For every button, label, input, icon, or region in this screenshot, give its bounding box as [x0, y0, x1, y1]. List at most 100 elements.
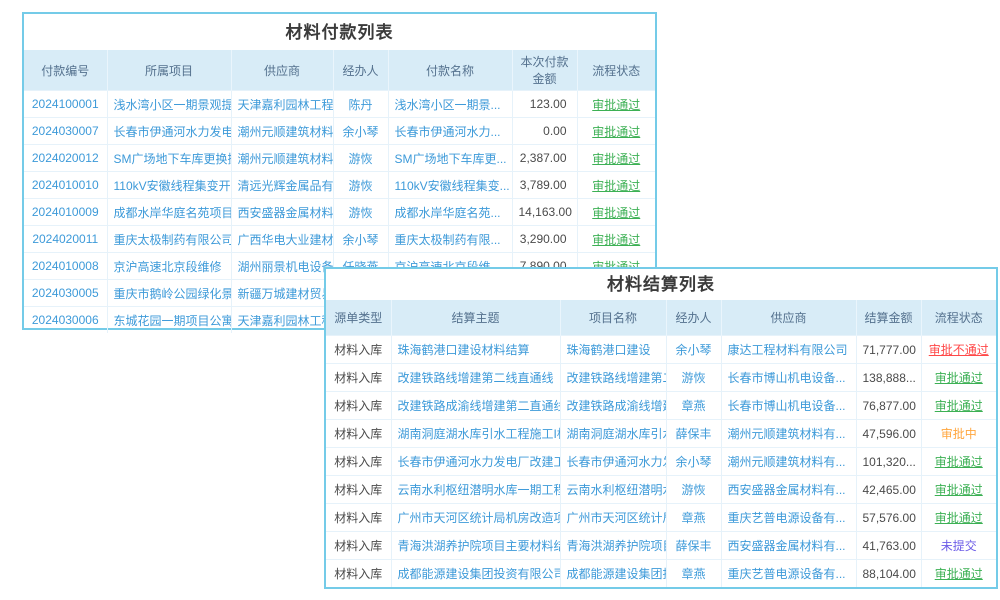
cell-payment-no[interactable]: 2024010008 [24, 252, 107, 280]
cell-supplier[interactable]: 西安盛器金属材料有... [720, 531, 856, 560]
cell-status[interactable]: 审批通过 [576, 144, 655, 172]
cell-source-type: 材料入库 [326, 363, 391, 392]
cell-payment-name[interactable]: 长春市伊通河水力... [387, 117, 512, 145]
cell-settlement-subject[interactable]: 湖南洞庭湖水库引水工程施工I标材... [390, 419, 560, 448]
cell-status[interactable]: 审批通过 [576, 90, 655, 118]
cell-project-name[interactable]: 云南水利枢纽潜明水库一... [559, 475, 666, 504]
cell-status[interactable]: 审批通过 [920, 559, 996, 587]
cell-project-name[interactable]: 湖南洞庭湖水库引水工程... [559, 419, 666, 448]
cell-supplier[interactable]: 长春市博山机电设备... [720, 363, 856, 392]
cell-status[interactable]: 审批通过 [576, 198, 655, 226]
cell-handler[interactable]: 游恢 [665, 363, 721, 392]
cell-project-name[interactable]: 改建铁路线增建第二线直... [559, 363, 666, 392]
cell-status[interactable]: 审批通过 [576, 171, 655, 199]
cell-handler[interactable]: 游恢 [332, 144, 388, 172]
cell-handler[interactable]: 游恢 [665, 475, 721, 504]
cell-handler[interactable]: 余小琴 [665, 335, 721, 364]
table-row: 材料入库长春市伊通河水力发电厂改建工程...长春市伊通河水力发电厂...余小琴潮… [326, 447, 996, 476]
cell-payment-name[interactable]: SM广场地下车库更... [387, 144, 512, 172]
cell-handler[interactable]: 陈丹 [332, 90, 388, 118]
cell-amount: 3,290.00 [511, 225, 577, 253]
cell-amount: 3,789.00 [511, 171, 577, 199]
cell-payment-no[interactable]: 2024100001 [24, 90, 107, 118]
cell-handler[interactable]: 游恢 [332, 198, 388, 226]
cell-handler[interactable]: 章燕 [665, 391, 721, 420]
cell-supplier[interactable]: 重庆艺普电源设备有... [720, 559, 856, 587]
cell-status[interactable]: 审批中 [920, 419, 996, 448]
cell-supplier[interactable]: 天津嘉利园林工程有限... [230, 90, 333, 118]
cell-status[interactable]: 审批通过 [920, 475, 996, 504]
cell-handler[interactable]: 余小琴 [665, 447, 721, 476]
cell-supplier[interactable]: 潮州元顺建筑材料有... [720, 419, 856, 448]
cell-status[interactable]: 审批通过 [920, 447, 996, 476]
cell-status[interactable]: 审批通过 [920, 503, 996, 532]
cell-project[interactable]: 110kV安徽线程集变开断... [106, 171, 231, 199]
cell-supplier[interactable]: 广西华电大业建材有限... [230, 225, 333, 253]
cell-status[interactable]: 审批通过 [576, 117, 655, 145]
cell-supplier[interactable]: 天津嘉利园林工程有... [230, 306, 333, 333]
cell-payment-no[interactable]: 2024030007 [24, 117, 107, 145]
cell-project[interactable]: 重庆市鹅岭公园绿化景... [106, 279, 231, 307]
cell-handler[interactable]: 章燕 [665, 559, 721, 587]
cell-payment-name[interactable]: 重庆太极制药有限... [387, 225, 512, 253]
cell-status[interactable]: 审批通过 [920, 391, 996, 420]
cell-supplier[interactable]: 潮州元顺建筑材料有限... [230, 117, 333, 145]
cell-supplier[interactable]: 新疆万城建材贸易有... [230, 279, 333, 307]
cell-payment-no[interactable]: 2024010010 [24, 171, 107, 199]
cell-handler[interactable]: 余小琴 [332, 117, 388, 145]
col-status: 流程状态 [920, 300, 996, 336]
payment-table-panel: 材料付款列表 付款编号 所属项目 供应商 经办人 付款名称 本次付款金额 流程状态 20241… [22, 12, 657, 333]
cell-handler[interactable]: 薛保丰 [665, 531, 721, 560]
cell-payment-no[interactable]: 2024030006 [24, 306, 107, 333]
cell-settlement-subject[interactable]: 珠海鹤港口建设材料结算 [390, 335, 560, 364]
cell-handler[interactable]: 薛保丰 [665, 419, 721, 448]
cell-payment-no[interactable]: 2024020012 [24, 144, 107, 172]
cell-settlement-subject[interactable]: 改建铁路成渝线增建第二直通线（... [390, 391, 560, 420]
cell-supplier[interactable]: 康达工程材料有限公司 [720, 335, 856, 364]
cell-status[interactable]: 未提交 [920, 531, 996, 560]
cell-settlement-subject[interactable]: 成都能源建设集团投资有限公司临... [390, 559, 560, 587]
col-payment-name: 付款名称 [387, 50, 512, 91]
cell-status[interactable]: 审批不通过 [920, 335, 996, 364]
cell-supplier[interactable]: 长春市博山机电设备... [720, 391, 856, 420]
cell-settlement-subject[interactable]: 长春市伊通河水力发电厂改建工程... [390, 447, 560, 476]
cell-supplier[interactable]: 西安盛器金属材料有限... [230, 198, 333, 226]
cell-project-name[interactable]: 珠海鹤港口建设 [559, 335, 666, 364]
cell-payment-no[interactable]: 2024010009 [24, 198, 107, 226]
cell-settlement-subject[interactable]: 改建铁路线增建第二线直通线（成... [390, 363, 560, 392]
cell-settlement-subject[interactable]: 青海洪湖养护院项目主要材料结算 [390, 531, 560, 560]
col-handler: 经办人 [665, 300, 721, 336]
cell-amount: 76,877.00 [855, 391, 921, 420]
cell-payment-no[interactable]: 2024020011 [24, 225, 107, 253]
cell-status[interactable]: 审批通过 [920, 363, 996, 392]
cell-project[interactable]: SM广场地下车库更换摄... [106, 144, 231, 172]
cell-settlement-subject[interactable]: 广州市天河区统计局机房改造项目... [390, 503, 560, 532]
cell-supplier[interactable]: 潮州元顺建筑材料有限... [230, 144, 333, 172]
cell-project-name[interactable]: 改建铁路成渝线增建第二... [559, 391, 666, 420]
cell-project-name[interactable]: 成都能源建设集团投资有... [559, 559, 666, 587]
cell-project[interactable]: 东城花园一期项目公寓... [106, 306, 231, 333]
cell-project[interactable]: 浅水湾小区一期景观提... [106, 90, 231, 118]
cell-payment-name[interactable]: 110kV安徽线程集变... [387, 171, 512, 199]
cell-handler[interactable]: 章燕 [665, 503, 721, 532]
cell-supplier[interactable]: 清远光辉金属品有限公司 [230, 171, 333, 199]
cell-settlement-subject[interactable]: 云南水利枢纽潜明水库一期工程施... [390, 475, 560, 504]
cell-project[interactable]: 成都水岸华庭名苑项目... [106, 198, 231, 226]
cell-project-name[interactable]: 青海洪湖养护院项目 [559, 531, 666, 560]
cell-project[interactable]: 重庆太极制药有限公司... [106, 225, 231, 253]
cell-payment-name[interactable]: 浅水湾小区一期景... [387, 90, 512, 118]
cell-project-name[interactable]: 长春市伊通河水力发电厂... [559, 447, 666, 476]
cell-supplier[interactable]: 西安盛器金属材料有... [720, 475, 856, 504]
cell-supplier[interactable]: 潮州元顺建筑材料有... [720, 447, 856, 476]
cell-project[interactable]: 京沪高速北京段维修 [106, 252, 231, 280]
cell-supplier[interactable]: 重庆艺普电源设备有... [720, 503, 856, 532]
cell-supplier[interactable]: 湖州丽景机电设备有限... [230, 252, 333, 280]
cell-project[interactable]: 长春市伊通河水力发电... [106, 117, 231, 145]
cell-project-name[interactable]: 广州市天河区统计局机房... [559, 503, 666, 532]
cell-payment-name[interactable]: 成都水岸华庭名苑... [387, 198, 512, 226]
cell-handler[interactable]: 余小琴 [332, 225, 388, 253]
cell-payment-no[interactable]: 2024030005 [24, 279, 107, 307]
cell-status[interactable]: 审批通过 [576, 225, 655, 253]
cell-handler[interactable]: 游恢 [332, 171, 388, 199]
col-supplier: 供应商 [230, 50, 333, 91]
